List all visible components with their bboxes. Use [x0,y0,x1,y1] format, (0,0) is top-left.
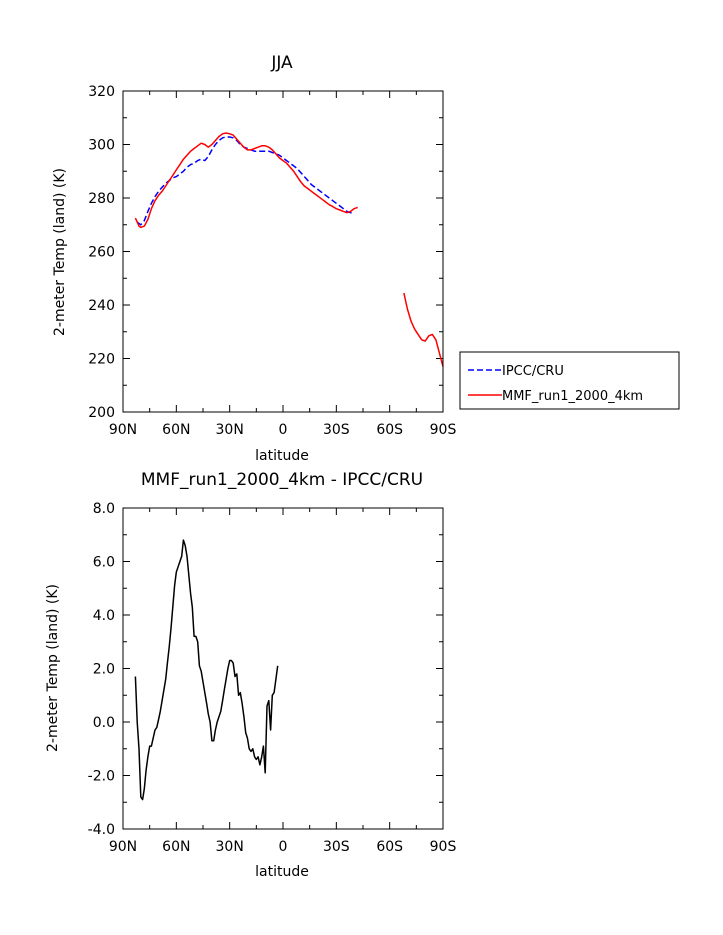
top-xtick-label: 60S [376,422,403,438]
chart-top-ylabel: 2-meter Temp (land) (K) [52,168,68,336]
bot-xtick-label: 60N [162,839,190,855]
chart-top-y-tick-labels: 200 220 240 260 280 300 320 [88,84,115,421]
top-ytick-label: 280 [88,191,115,207]
chart-bottom-ylabel: 2-meter Temp (land) (K) [45,584,61,752]
top-xtick-label: 90S [430,422,457,438]
bot-xtick-label: 60S [376,839,403,855]
chart-bottom-xlabel: latitude [255,864,309,880]
top-xtick-label: 0 [279,422,288,438]
top-ytick-label: 320 [88,84,115,100]
chart-bottom-ticks [122,507,444,830]
top-series-1-line-1 [403,292,444,367]
bot-ytick-label: 4.0 [93,608,115,624]
top-xtick-label: 90N [109,422,137,438]
top-xtick-label: 30N [216,422,244,438]
chart-top-x-tick-labels: 90N 60N 30N 0 30S 60S 90S [109,422,457,438]
top-ytick-label: 260 [88,245,115,261]
bot-ytick-label: -2.0 [88,769,115,785]
chart-top-legend: IPCC/CRU MMF_run1_2000_4km [459,351,680,410]
chart-top-ticks [122,90,444,413]
top-ytick-label: 220 [88,352,115,368]
top-ytick-label: 200 [88,405,115,421]
bot-ytick-label: 0.0 [93,715,115,731]
chart-bottom: MMF_run1_2000_4km - IPCC/CRU -4.0 -2.0 0.0… [45,470,456,880]
legend-label-ipcc: IPCC/CRU [502,364,564,379]
bot-xtick-label: 30N [216,839,244,855]
chart-top-title: JJA [270,53,293,73]
chart-bottom-frame [122,507,444,830]
bot-xtick-label: 90S [430,839,457,855]
legend-label-mmf: MMF_run1_2000_4km [502,389,643,404]
top-xtick-label: 30S [323,422,350,438]
chart-top-xlabel: latitude [255,448,309,464]
bot-xtick-label: 0 [279,839,288,855]
bot-ytick-label: -4.0 [88,822,115,838]
top-ytick-label: 240 [88,298,115,314]
legend-box [459,351,680,410]
top-series-1-line-0 [134,132,358,229]
bot-ytick-label: 6.0 [93,555,115,571]
top-xtick-label: 60N [162,422,190,438]
chart-bottom-y-tick-labels: -4.0 -2.0 0.0 2.0 4.0 6.0 8.0 [88,501,115,838]
bot-xtick-label: 30S [323,839,350,855]
chart-top-frame [122,90,444,413]
bot-xtick-label: 90N [109,839,137,855]
chart-bottom-series [134,539,279,801]
top-ytick-label: 300 [88,138,115,154]
bot-series-0-line-0 [134,539,279,801]
chart-top: JJA 200 220 240 260 280 300 320 90N 60N 30N 0 30S 6… [52,53,680,464]
chart-bottom-x-tick-labels: 90N 60N 30N 0 30S 60S 90S [109,839,457,855]
bot-ytick-label: 8.0 [93,501,115,517]
chart-bottom-title: MMF_run1_2000_4km - IPCC/CRU [141,470,423,490]
chart-top-series [134,132,444,367]
bot-ytick-label: 2.0 [93,662,115,678]
